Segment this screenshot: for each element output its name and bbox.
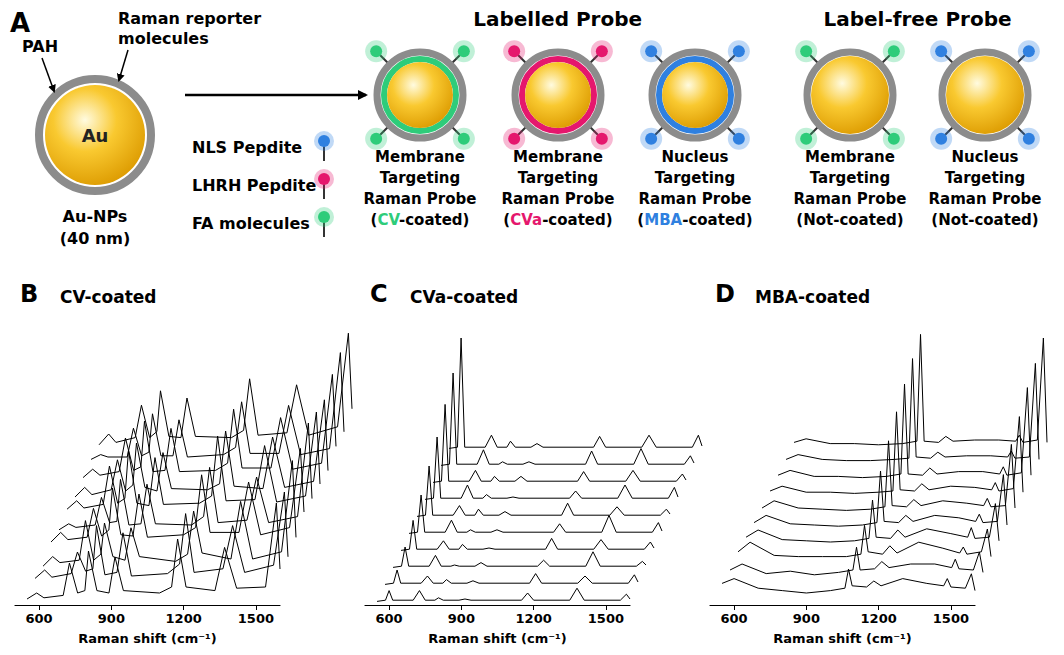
svg-text:Label-free Probe: Label-free Probe	[823, 7, 1011, 31]
svg-text:(Not-coated): (Not-coated)	[796, 211, 903, 229]
svg-text:Membrane: Membrane	[805, 148, 895, 166]
svg-text:C: C	[370, 280, 388, 308]
svg-text:CV-coated: CV-coated	[60, 287, 157, 307]
svg-text:Au-NPs: Au-NPs	[63, 207, 128, 226]
svg-text:Labelled Probe: Labelled Probe	[473, 7, 642, 31]
svg-text:Raman shift (cm⁻¹): Raman shift (cm⁻¹)	[78, 631, 216, 646]
svg-text:Raman Probe: Raman Probe	[639, 190, 752, 208]
svg-text:D: D	[715, 280, 735, 308]
svg-text:900: 900	[793, 611, 820, 626]
svg-text:(MBA-coated): (MBA-coated)	[637, 211, 752, 229]
svg-text:(Not-coated): (Not-coated)	[931, 211, 1038, 229]
svg-text:Raman Probe: Raman Probe	[794, 190, 907, 208]
svg-text:(CVa-coated): (CVa-coated)	[503, 211, 612, 229]
svg-text:MBA-coated: MBA-coated	[755, 287, 870, 307]
svg-text:CVa-coated: CVa-coated	[410, 287, 518, 307]
svg-text:Raman Probe: Raman Probe	[502, 190, 615, 208]
svg-text:1200: 1200	[861, 611, 897, 626]
svg-text:Targeting: Targeting	[380, 169, 460, 187]
svg-text:600: 600	[721, 611, 748, 626]
svg-text:600: 600	[26, 611, 53, 626]
svg-text:Raman Probe: Raman Probe	[364, 190, 477, 208]
svg-text:Membrane: Membrane	[513, 148, 603, 166]
svg-text:Targeting: Targeting	[655, 169, 735, 187]
svg-text:Raman reporter: Raman reporter	[118, 9, 261, 28]
svg-text:LHRH Pepdite: LHRH Pepdite	[192, 176, 316, 195]
svg-text:Raman shift (cm⁻¹): Raman shift (cm⁻¹)	[428, 631, 566, 646]
svg-text:Au: Au	[82, 125, 109, 146]
svg-text:1500: 1500	[588, 611, 624, 626]
svg-text:(CV-coated): (CV-coated)	[371, 211, 470, 229]
svg-text:Nucleus: Nucleus	[951, 148, 1018, 166]
svg-text:1200: 1200	[166, 611, 202, 626]
svg-text:FA molecules: FA molecules	[192, 214, 310, 233]
svg-text:A: A	[10, 8, 30, 38]
svg-text:B: B	[20, 280, 38, 308]
svg-text:NLS Pepdite: NLS Pepdite	[192, 138, 302, 157]
svg-text:900: 900	[448, 611, 475, 626]
svg-text:(40 nm): (40 nm)	[60, 229, 131, 248]
svg-text:Raman shift (cm⁻¹): Raman shift (cm⁻¹)	[773, 631, 911, 646]
svg-text:Targeting: Targeting	[945, 169, 1025, 187]
svg-text:molecules: molecules	[118, 29, 209, 48]
svg-text:Membrane: Membrane	[375, 148, 465, 166]
svg-text:900: 900	[98, 611, 125, 626]
svg-text:Nucleus: Nucleus	[661, 148, 728, 166]
svg-text:600: 600	[376, 611, 403, 626]
svg-text:Targeting: Targeting	[518, 169, 598, 187]
svg-text:1500: 1500	[933, 611, 969, 626]
svg-text:1500: 1500	[238, 611, 274, 626]
svg-text:Raman Probe: Raman Probe	[929, 190, 1042, 208]
svg-text:PAH: PAH	[22, 37, 58, 56]
svg-text:Targeting: Targeting	[810, 169, 890, 187]
svg-text:1200: 1200	[516, 611, 552, 626]
